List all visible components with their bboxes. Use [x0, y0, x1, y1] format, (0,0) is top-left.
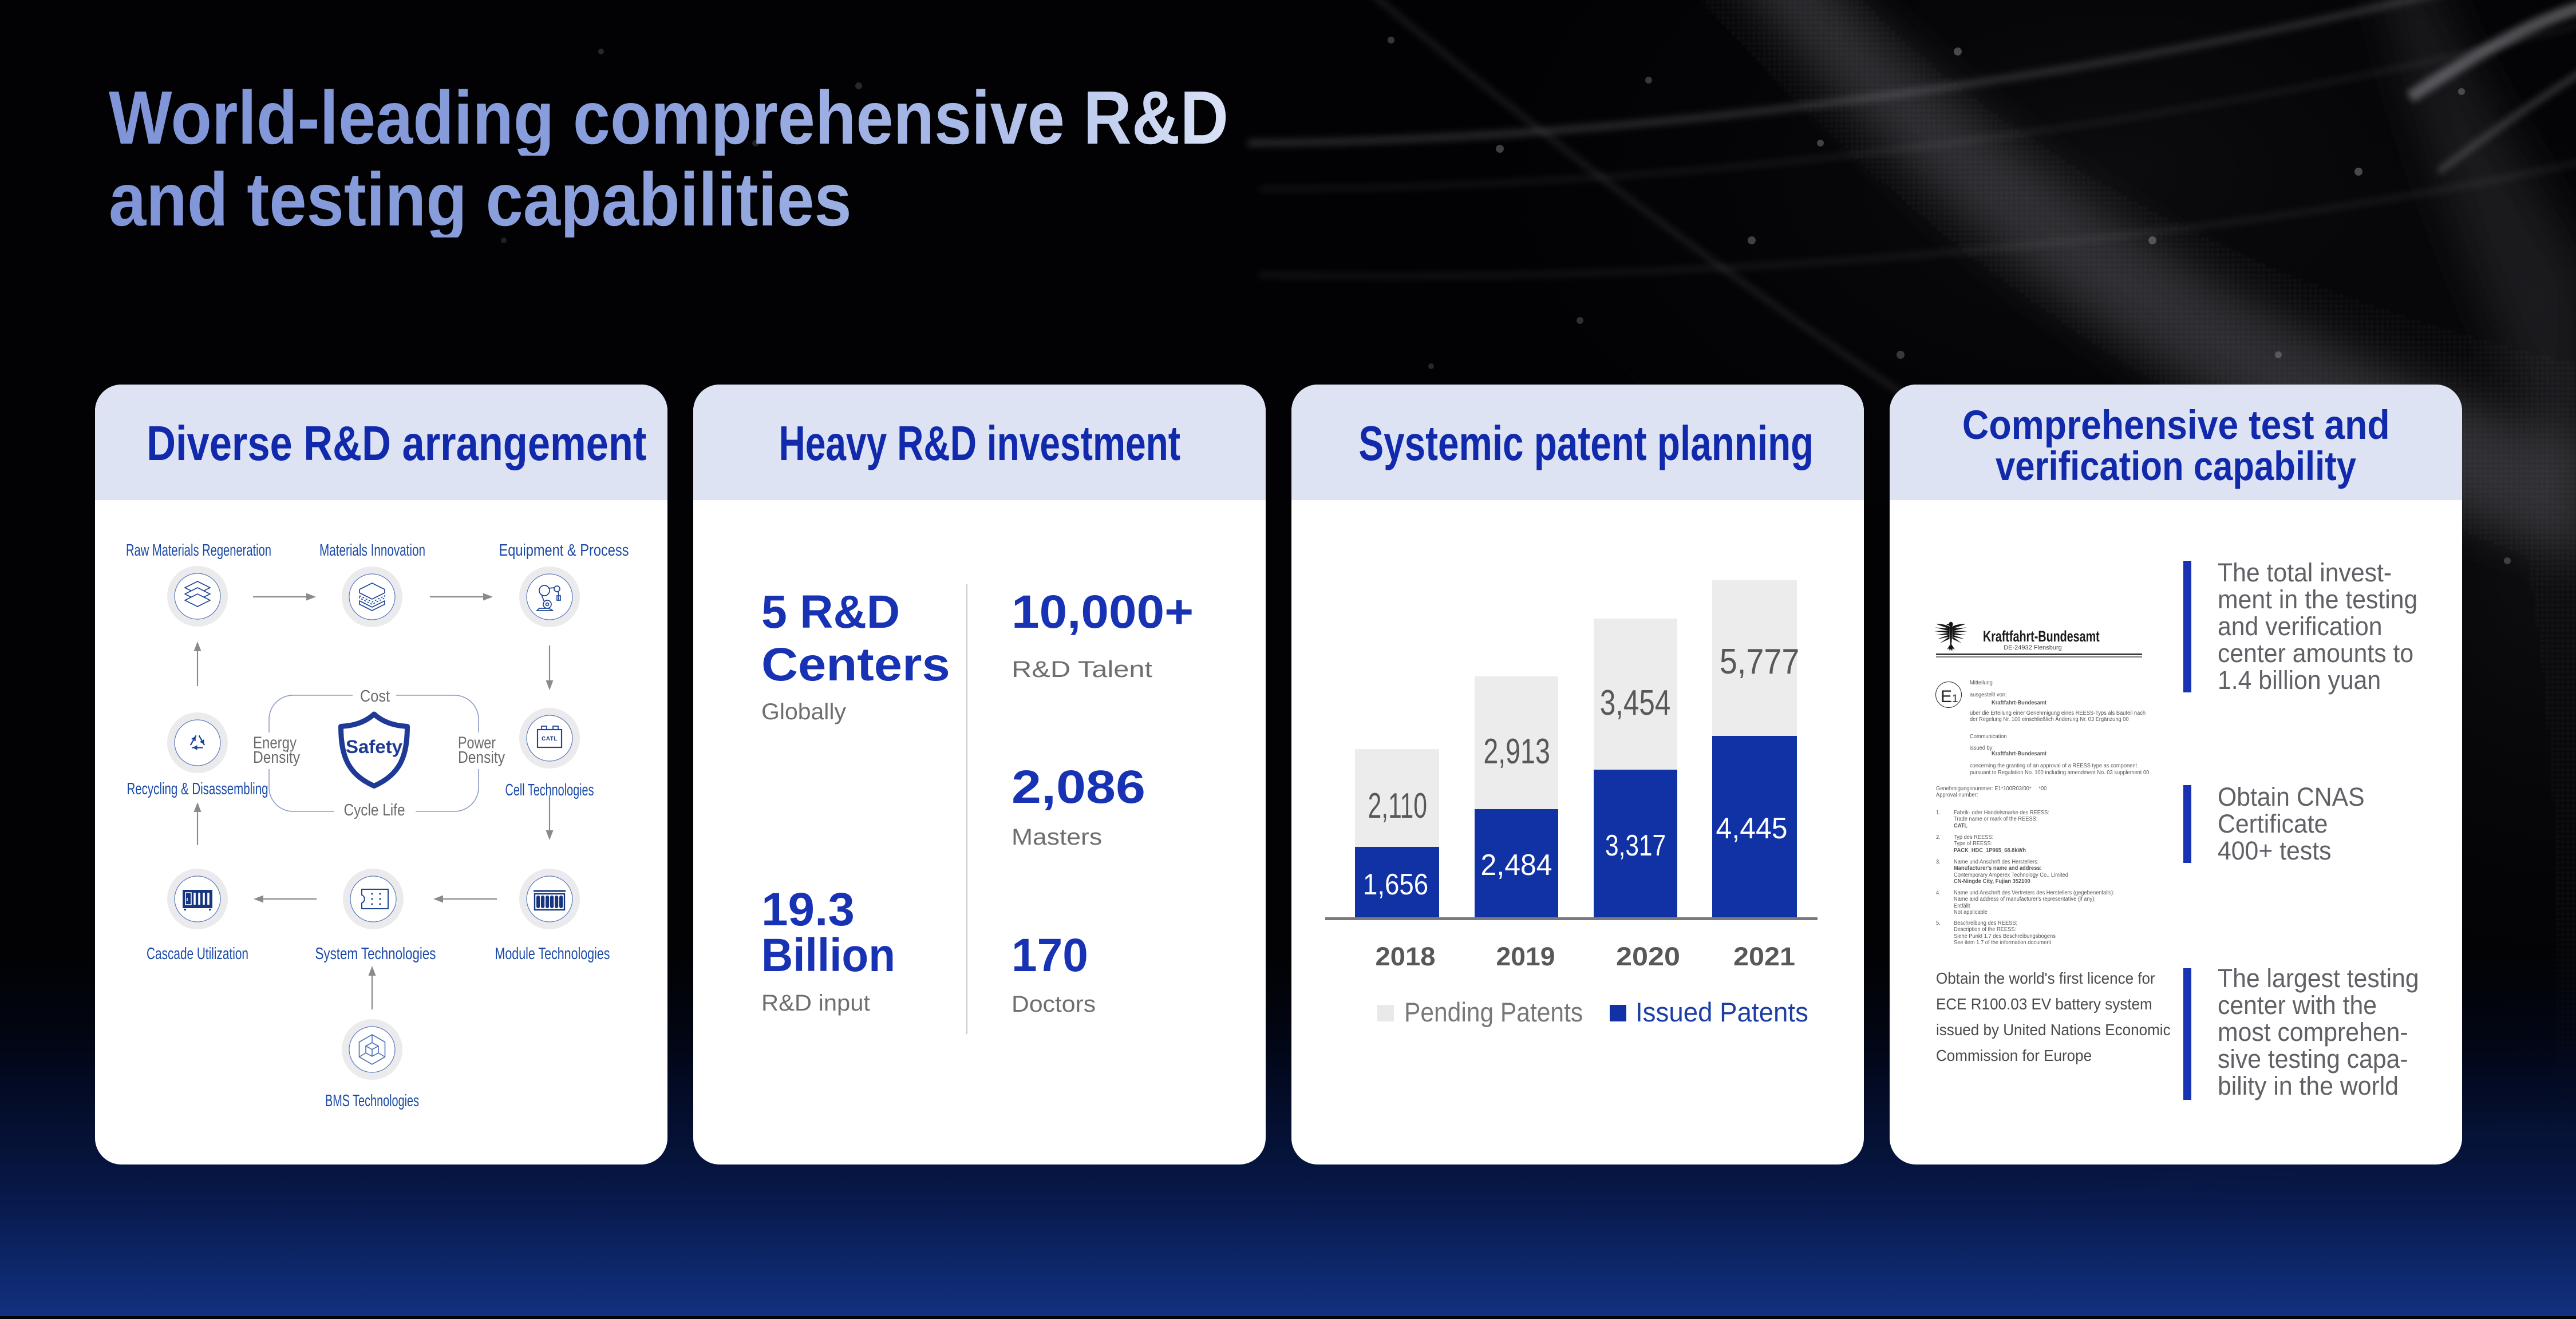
svg-text:CATL: CATL [542, 736, 558, 742]
svg-text:Safety: Safety [346, 736, 402, 757]
svg-text:System Technologies: System Technologies [315, 945, 436, 963]
svg-text:Cascade Utilization: Cascade Utilization [147, 945, 248, 963]
svg-text:Energy: Energy [253, 734, 297, 752]
svg-text:BMS Technologies: BMS Technologies [325, 1092, 419, 1110]
svg-text:Cell Technologies: Cell Technologies [505, 781, 594, 799]
svg-text:Density: Density [458, 748, 505, 767]
svg-text:Density: Density [253, 748, 300, 767]
svg-text:Equipment & Process: Equipment & Process [499, 541, 629, 560]
svg-text:Cost: Cost [360, 687, 390, 706]
svg-text:Module Technologies: Module Technologies [495, 945, 610, 963]
svg-text:Cycle Life: Cycle Life [344, 801, 405, 819]
svg-text:Recycling & Disassembling: Recycling & Disassembling [127, 780, 268, 798]
svg-text:Power: Power [458, 734, 496, 752]
svg-text:Raw Materials Regeneration: Raw Materials Regeneration [126, 541, 271, 560]
svg-text:Materials Innovation: Materials Innovation [319, 541, 425, 560]
